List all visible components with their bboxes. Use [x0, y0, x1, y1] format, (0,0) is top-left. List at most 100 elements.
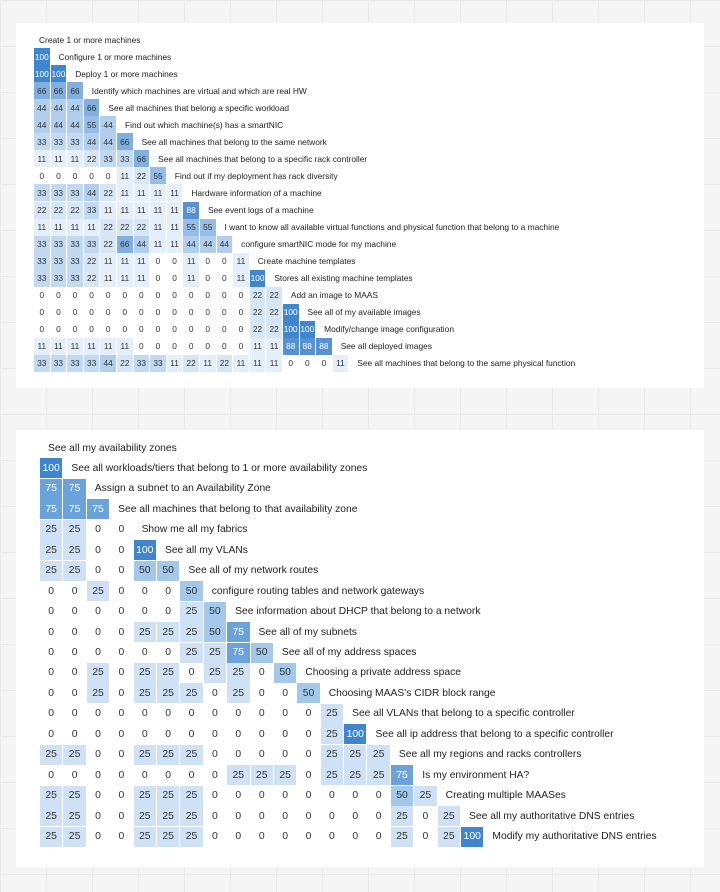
matrix-row: 25 25 0 0 Show me all my fabrics — [40, 519, 248, 540]
matrix-row: 25 25 0 0 50 50 See all of my network routes — [40, 560, 319, 581]
matrix-cell: 25 — [86, 662, 111, 683]
row-label: See all machines that belong a specific … — [108, 102, 290, 113]
matrix-cell: 0 — [100, 286, 117, 304]
matrix-cell: 0 — [250, 826, 274, 847]
matrix-row: 25 25 0 0 25 25 25 0 0 0 0 0 0 0 0 50 25 Creating multipl… — [40, 785, 566, 806]
matrix-cell: 0 — [316, 354, 333, 372]
matrix-cell: 25 — [133, 683, 157, 704]
matrix-cell: 0 — [166, 252, 184, 270]
matrix-cell: 55 — [199, 218, 217, 236]
matrix-cell: 25 — [63, 806, 87, 827]
matrix-cell: 25 — [227, 683, 251, 704]
matrix-cell: 11 — [183, 252, 200, 270]
matrix-cell: 25 — [344, 744, 368, 765]
matrix-cell: 0 — [166, 269, 184, 287]
matrix-cell: 50 — [250, 642, 274, 663]
matrix-cell: 33 — [50, 354, 68, 372]
matrix-cell: 0 — [63, 601, 87, 622]
matrix-cell: 0 — [34, 167, 51, 185]
matrix-cell: 44 — [83, 133, 101, 151]
matrix-cell: 0 — [40, 724, 64, 745]
row-label: Creating multiple MAASes — [445, 790, 566, 802]
matrix-cell: 0 — [40, 765, 64, 786]
matrix-cell: 0 — [344, 785, 368, 806]
matrix-cell: 66 — [34, 82, 51, 100]
row-label: Stores all existing machine templates — [274, 273, 413, 284]
matrix-cell: 66 — [116, 235, 134, 253]
matrix-cell: 0 — [63, 703, 87, 724]
matrix-cell: 0 — [250, 724, 274, 745]
matrix-cell: 0 — [203, 744, 228, 765]
matrix-cell: 0 — [199, 320, 217, 338]
matrix-cell: 25 — [250, 765, 274, 786]
row-label: Show me all my fabrics — [141, 524, 248, 536]
matrix-cell: 0 — [250, 806, 274, 827]
matrix-cell: 0 — [150, 337, 167, 355]
matrix-cell: 0 — [320, 806, 345, 827]
matrix-cell: 25 — [203, 642, 228, 663]
matrix-row: 75 75 75 See all machines that belong to th… — [40, 499, 357, 520]
row-label: See all ip address that belong to a spec… — [375, 728, 614, 740]
matrix-cell: 33 — [34, 252, 51, 270]
matrix-cell: 0 — [110, 519, 134, 540]
matrix-cell: 0 — [50, 286, 68, 304]
matrix-cell: 11 — [116, 167, 134, 185]
row-label: See all deployed images — [340, 341, 432, 352]
matrix-cell: 0 — [67, 303, 84, 321]
matrix-cell: 0 — [86, 826, 111, 847]
matrix-cell: 0 — [166, 303, 184, 321]
matrix-row: 0 0 0 0 0 11 22 55 Find out if my deployment has… — [34, 167, 338, 185]
matrix-cell: 0 — [203, 703, 228, 724]
matrix-cell: 11 — [50, 218, 68, 236]
matrix-cell: 0 — [250, 683, 274, 704]
matrix-cell: 55 — [83, 116, 101, 134]
matrix-cell: 0 — [110, 765, 134, 786]
row-label: Configure 1 or more machines — [58, 51, 172, 62]
matrix-cell: 0 — [297, 744, 321, 765]
matrix-cell: 11 — [133, 269, 151, 287]
matrix-row: 33 33 33 33 44 22 33 33 11 22 11 22 11 11 11 0 0 0 11 See a… — [34, 354, 575, 372]
matrix-cell: 0 — [83, 167, 101, 185]
matrix-cell: 25 — [63, 785, 87, 806]
matrix-cell: 0 — [297, 785, 321, 806]
matrix-cell: 0 — [110, 642, 134, 663]
matrix-cell: 25 — [133, 806, 157, 827]
row-label: See all of my network routes — [188, 565, 319, 577]
matrix-cell: 0 — [273, 785, 298, 806]
matrix-cell: 0 — [67, 167, 84, 185]
matrix-cell: 44 — [34, 116, 51, 134]
matrix-cell: 22 — [83, 252, 101, 270]
row-label: See information about DHCP that belong t… — [235, 606, 481, 618]
matrix-cell: 25 — [180, 601, 204, 622]
matrix-cell: 0 — [63, 662, 87, 683]
matrix-cell: 50 — [297, 683, 321, 704]
matrix-cell: 0 — [250, 703, 274, 724]
matrix-cell: 66 — [50, 82, 68, 100]
matrix-cell: 25 — [180, 642, 204, 663]
matrix-cell: 33 — [83, 235, 101, 253]
matrix-cell: 25 — [344, 765, 368, 786]
matrix-cell: 0 — [199, 269, 217, 287]
matrix-cell: 25 — [367, 765, 391, 786]
matrix-cell: 0 — [367, 785, 391, 806]
matrix-cell: 0 — [227, 744, 251, 765]
matrix-cell: 25 — [40, 826, 64, 847]
matrix-row: 33 33 33 44 22 11 11 11 11 Hardware information o… — [34, 184, 322, 202]
matrix-cell: 0 — [40, 601, 64, 622]
matrix-cell: 0 — [344, 806, 368, 827]
matrix-cell: 0 — [273, 683, 298, 704]
matrix-cell: 0 — [110, 581, 134, 602]
matrix-cell: 44 — [67, 99, 84, 117]
matrix-cell: 11 — [116, 269, 134, 287]
matrix-cell: 25 — [227, 765, 251, 786]
matrix-cell: 0 — [183, 320, 200, 338]
matrix-cell: 0 — [50, 303, 68, 321]
matrix-cell: 11 — [100, 201, 117, 219]
matrix-row: 0 0 0 0 0 0 0 0 25 25 25 0 25 25 25 75 Is my environment… — [40, 765, 529, 786]
matrix-cell: 0 — [297, 826, 321, 847]
matrix-cell: 0 — [156, 703, 181, 724]
matrix-cell: 0 — [227, 724, 251, 745]
matrix-cell: 0 — [320, 785, 345, 806]
row-label: Create 1 or more machines — [39, 34, 141, 45]
row-label: See all machines that belong to the same… — [141, 136, 327, 147]
